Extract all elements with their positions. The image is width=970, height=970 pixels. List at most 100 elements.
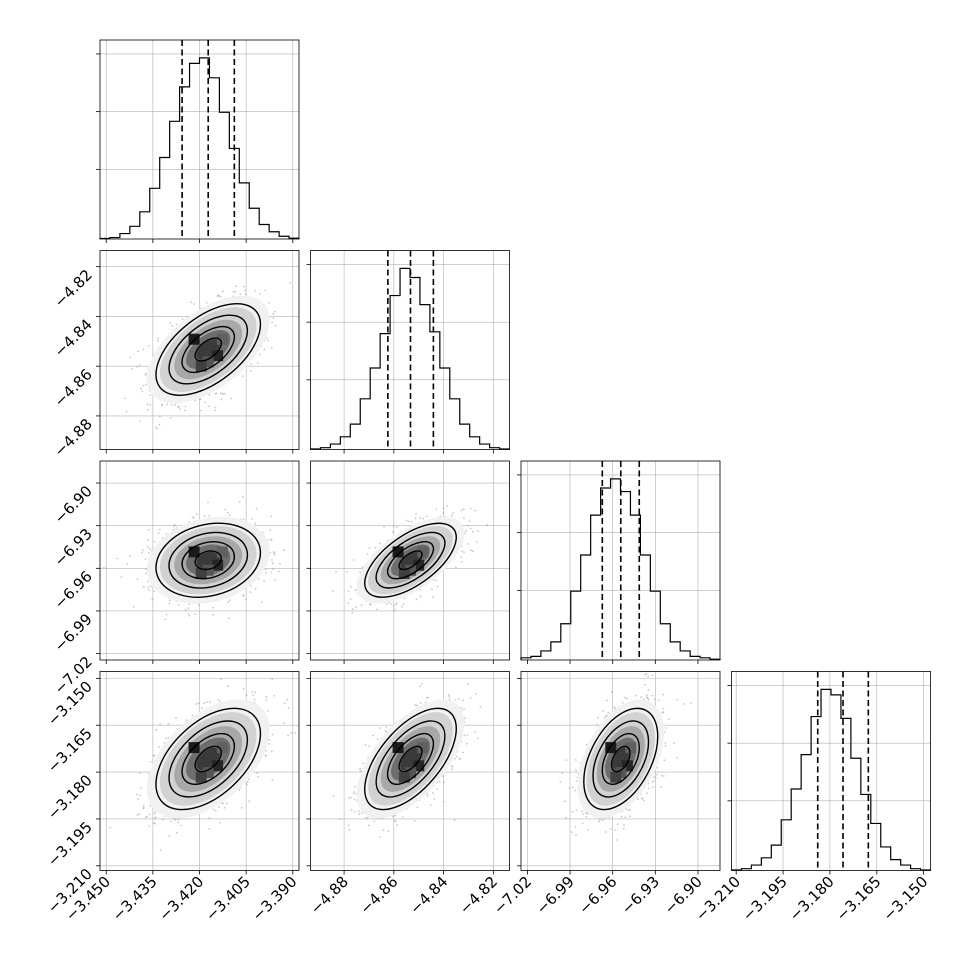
- contour-line: [168, 531, 249, 589]
- panel-frame: [310, 250, 510, 450]
- sample-point: [414, 704, 416, 707]
- sample-point: [448, 698, 451, 701]
- sample-point: [187, 613, 189, 615]
- sample-point: [218, 806, 220, 808]
- sample-point: [367, 816, 369, 819]
- sample-point: [453, 819, 456, 821]
- density-core-cell: [392, 546, 404, 558]
- sample-point: [283, 702, 286, 705]
- sample-point: [254, 522, 257, 525]
- sample-point: [177, 603, 180, 606]
- histogram-panel-3: [727, 671, 932, 875]
- sample-point: [463, 551, 465, 553]
- sample-point: [278, 570, 280, 573]
- sample-point: [419, 595, 422, 598]
- sample-point: [475, 693, 478, 695]
- sample-point: [144, 558, 147, 560]
- density-panel-3-1: [306, 671, 510, 875]
- sample-point: [359, 770, 362, 772]
- sample-point: [348, 829, 351, 831]
- sample-point: [472, 530, 474, 533]
- contour-line: [398, 745, 423, 773]
- sample-point: [636, 798, 639, 801]
- sample-point: [234, 290, 237, 293]
- sample-point: [360, 812, 363, 814]
- contour-line: [364, 707, 457, 811]
- sample-point: [175, 831, 178, 834]
- sample-point: [289, 281, 291, 284]
- sample-point: [274, 324, 277, 327]
- sample-point: [350, 808, 353, 811]
- sample-point: [390, 603, 393, 605]
- sample-point: [245, 293, 248, 296]
- sample-point: [148, 552, 150, 554]
- sample-point: [267, 743, 270, 745]
- sample-point: [155, 728, 158, 731]
- sample-point: [223, 392, 226, 395]
- sample-point: [407, 520, 410, 523]
- sample-point: [271, 678, 274, 680]
- sample-point: [475, 540, 478, 543]
- sample-point: [360, 604, 363, 607]
- sample-point: [438, 780, 441, 783]
- sample-point: [169, 322, 172, 324]
- sample-point: [664, 742, 667, 744]
- sample-point: [238, 500, 241, 503]
- contour-line: [181, 325, 236, 374]
- sample-point: [474, 731, 476, 733]
- sample-point: [247, 778, 250, 781]
- sample-point: [229, 599, 231, 602]
- sample-point: [429, 804, 432, 806]
- sample-point: [283, 722, 285, 725]
- density-core-cell: [413, 559, 425, 571]
- sample-point: [155, 426, 157, 429]
- sample-point: [335, 570, 337, 573]
- sample-point: [141, 390, 144, 393]
- sample-point: [457, 698, 460, 700]
- sample-point: [212, 614, 215, 616]
- sample-point: [351, 612, 354, 614]
- sample-point: [92, 592, 94, 594]
- density-core-cell: [202, 564, 214, 576]
- sample-point: [272, 312, 275, 315]
- sample-point: [149, 804, 152, 807]
- sample-point: [442, 507, 445, 509]
- sample-point: [242, 688, 245, 691]
- sample-point: [609, 828, 612, 830]
- sample-point: [165, 737, 167, 740]
- panel-frame: [731, 671, 931, 871]
- sample-point: [435, 579, 438, 582]
- sample-point: [235, 285, 238, 288]
- sample-point: [148, 825, 151, 827]
- sample-point: [158, 528, 161, 531]
- sample-point: [227, 617, 230, 620]
- density-core-cell: [405, 564, 416, 576]
- sample-point: [139, 420, 142, 422]
- sample-point: [464, 717, 466, 720]
- sample-point: [479, 705, 482, 708]
- sample-point: [442, 676, 445, 679]
- sample-point: [379, 542, 381, 545]
- sample-point: [265, 337, 268, 339]
- sample-point: [264, 754, 267, 757]
- sample-point: [419, 588, 422, 591]
- sample-point: [402, 603, 405, 606]
- sample-point: [165, 533, 168, 535]
- sample-point: [267, 339, 269, 342]
- sample-point: [394, 814, 397, 817]
- sample-point: [346, 571, 348, 573]
- density-fill: [400, 551, 421, 569]
- sample-point: [125, 410, 128, 413]
- sample-point: [271, 733, 274, 736]
- sample-point: [258, 293, 261, 295]
- sample-point: [420, 682, 423, 685]
- sample-point: [214, 409, 217, 412]
- sample-point: [175, 323, 178, 326]
- sample-point: [442, 781, 445, 784]
- sample-point: [243, 285, 245, 288]
- sample-point: [426, 794, 429, 797]
- sample-point: [132, 606, 135, 608]
- sample-point: [264, 749, 267, 752]
- sample-point: [470, 527, 472, 530]
- sample-point: [376, 608, 378, 611]
